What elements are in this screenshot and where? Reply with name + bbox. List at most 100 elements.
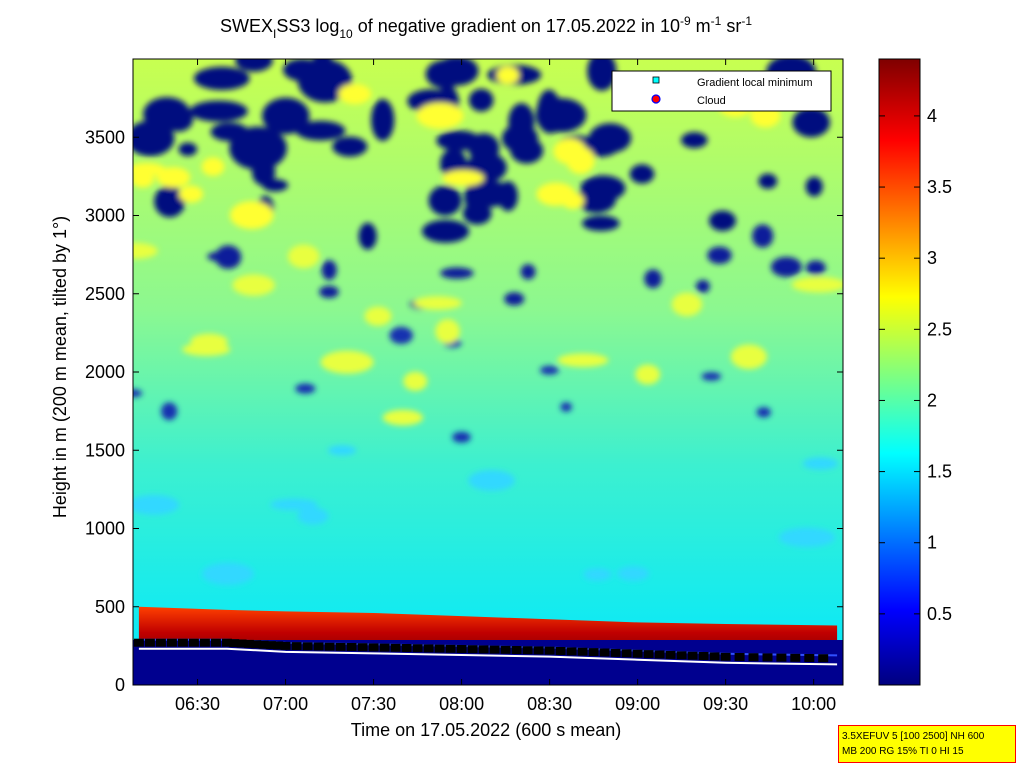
gradient-minimum-marker <box>423 644 434 653</box>
info-box: 3.5XEFUV 5 [100 2500] NH 600 MB 200 RG 1… <box>838 725 1016 763</box>
heatmap-patch <box>364 306 392 326</box>
heatmap-patch <box>462 202 492 225</box>
heatmap-patch <box>617 566 650 581</box>
gradient-minimum-marker <box>734 653 745 661</box>
heatmap-patch <box>792 107 830 138</box>
heatmap-patch <box>553 138 587 165</box>
heatmap-patch <box>709 210 736 231</box>
heatmap-patch <box>156 167 191 188</box>
gradient-minimum-marker <box>544 646 555 655</box>
heatmap-patch <box>232 274 275 296</box>
colorbar: 0.5 1 1.5 2 2.5 3 3.5 4 <box>878 58 952 686</box>
heatmap-patch <box>229 201 274 230</box>
title-superscript: -1 <box>741 14 752 28</box>
gradient-minimum-marker <box>177 638 188 647</box>
heatmap-patch <box>182 342 231 356</box>
heatmap-patch <box>320 350 374 374</box>
white-boundary-line <box>138 647 838 666</box>
heatmap-patch <box>587 59 617 91</box>
gradient-minimum-marker <box>133 638 144 647</box>
heatmap-patch <box>262 97 310 135</box>
gradient-minimum-marker <box>302 642 313 651</box>
gradient-minimum-marker <box>632 649 643 658</box>
heatmap-patch <box>297 507 329 525</box>
gradient-minimum-marker <box>258 640 269 649</box>
heatmap-patch <box>133 242 158 259</box>
legend-circle-icon <box>651 94 661 104</box>
title-superscript: -1 <box>711 14 722 28</box>
legend-label-cloud: Cloud <box>697 95 726 107</box>
heatmap-patch <box>770 256 802 277</box>
heatmap-patch <box>452 431 471 443</box>
gradient-minimum-marker <box>566 647 577 656</box>
gradient-minimum-markers <box>133 638 829 663</box>
gradient-minimum-marker <box>489 645 500 654</box>
heatmap-patch <box>270 498 318 511</box>
heatmap-patch <box>501 124 539 153</box>
heatmap-patch <box>416 102 464 129</box>
heatmap-patch <box>210 122 249 142</box>
heatmap-patch <box>358 222 377 250</box>
colorbar-ticks: 0.5 1 1.5 2 2.5 3 3.5 4 <box>879 106 952 624</box>
heatmap-patch <box>629 164 655 184</box>
gradient-minimum-marker <box>273 641 284 650</box>
info-line-2: MB 200 RG 15% TI 0 HI 15 <box>842 746 964 757</box>
gradient-minimum-marker <box>621 649 632 658</box>
heatmap <box>133 59 843 685</box>
x-tick-label: 07:30 <box>351 694 396 714</box>
heatmap-patch <box>467 180 512 207</box>
heatmap-patch <box>520 264 536 280</box>
x-tick-label: 08:00 <box>439 694 484 714</box>
heatmap-patch <box>189 100 248 122</box>
heatmap-patch <box>161 402 178 421</box>
y-tick-label: 3000 <box>85 206 125 226</box>
heatmap-patch <box>133 170 155 188</box>
gradient-minimum-marker <box>434 644 445 653</box>
heatmap-patch <box>371 99 395 141</box>
gradient-minimum-marker <box>709 652 720 661</box>
heatmap-patch <box>403 371 428 391</box>
title-subscript-10: 10 <box>339 27 353 41</box>
gradient-minimum-marker <box>456 645 467 653</box>
gradient-minimum-marker <box>155 638 166 647</box>
heatmap-patch <box>707 246 732 264</box>
heatmap-patch <box>681 132 708 149</box>
gradient-minimum-marker <box>166 638 177 647</box>
heatmap-patch <box>327 445 357 456</box>
title-part: SS3 log <box>276 16 339 36</box>
chart-title: SWEXISS3 log10 of negative gradient on 1… <box>220 14 752 41</box>
gradient-minimum-marker <box>265 641 276 650</box>
gradient-minimum-marker <box>676 651 687 660</box>
colorbar-tick-label: 2.5 <box>927 319 952 339</box>
heatmap-patch <box>802 457 839 470</box>
title-part: of negative gradient on 17.05.2022 in 10 <box>353 16 680 36</box>
heatmap-patch <box>436 130 481 151</box>
gradient-minimum-marker <box>643 650 654 659</box>
heatmap-patch <box>537 89 561 134</box>
colorbar-tick-label: 2 <box>927 390 937 410</box>
gradient-minimum-marker <box>199 638 210 647</box>
gradient-minimum-marker <box>748 653 759 662</box>
gradient-minimum-marker <box>401 644 412 652</box>
gradient-minimum-marker <box>221 638 232 647</box>
gradient-minimum-marker <box>478 645 489 654</box>
low-gradient-patches <box>133 59 843 586</box>
heatmap-patch <box>701 372 722 381</box>
gradient-minimum-marker <box>790 653 801 662</box>
gradient-minimum-marker <box>511 646 522 654</box>
gradient-minimum-marker <box>654 650 665 659</box>
gradient-minimum-marker <box>804 654 815 662</box>
heatmap-patch <box>201 157 225 176</box>
heatmap-patch <box>752 224 774 248</box>
title-part: SWEX <box>220 16 273 36</box>
heatmap-patch <box>588 123 632 153</box>
heatmap-patch <box>241 141 265 158</box>
heatmap-patch <box>163 107 194 132</box>
colorbar-tick-label: 1.5 <box>927 462 952 482</box>
gradient-minimum-marker <box>577 647 588 656</box>
heatmap-patch <box>756 407 771 418</box>
heatmap-patch <box>287 244 320 269</box>
heatmap-patch <box>154 185 186 218</box>
heatmap-patch <box>338 83 372 105</box>
